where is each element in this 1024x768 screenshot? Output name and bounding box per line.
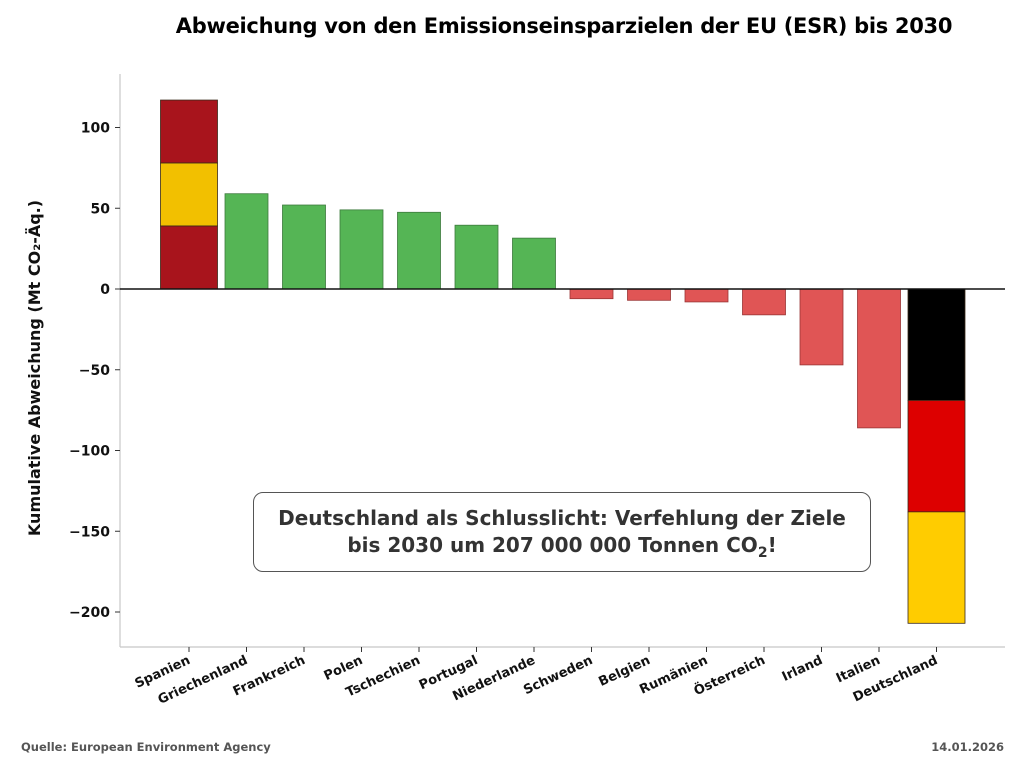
bar-deutschland-segment-3 — [907, 511, 966, 624]
bar-tschechien — [397, 211, 441, 290]
date-label: 14.01.2026 — [931, 740, 1004, 754]
source-note: Quelle: European Environment Agency — [21, 740, 271, 754]
bar-italien — [857, 288, 901, 429]
bar-österreich — [742, 288, 786, 316]
y-tick-label: 50 — [91, 201, 111, 217]
bar-frankreich — [282, 204, 326, 290]
bar-niederlande — [512, 237, 556, 290]
annotation-box: Deutschland als Schlusslicht: Verfehlung… — [253, 492, 871, 572]
y-axis-label: Kumulative Abweichung (Mt CO₂-Äq.) — [25, 200, 44, 536]
chart-title: Abweichung von den Emissionseinsparziele… — [175, 14, 953, 38]
x-tick-label: Irland — [780, 653, 825, 685]
annotation-line-1: Deutschland als Schlusslicht: Verfehlung… — [278, 506, 846, 530]
bar-spanien-segment-3 — [160, 225, 218, 290]
y-tick-label: −100 — [69, 444, 110, 460]
bar-irland — [799, 288, 844, 366]
y-tick-label: −200 — [69, 605, 110, 621]
bar-spanien-segment-1 — [160, 99, 218, 164]
annotation-line-2-text: bis 2030 um 207 000 000 Tonnen CO — [347, 533, 758, 557]
y-tick-label: 0 — [100, 282, 110, 298]
annotation-line-2: bis 2030 um 207 000 000 Tonnen CO2! — [347, 532, 777, 561]
y-tick-label: 100 — [81, 121, 110, 137]
bars-group — [160, 99, 966, 624]
bar-griechenland — [224, 193, 269, 290]
annotation-line-2-end: ! — [767, 533, 777, 557]
y-tick-label: −50 — [79, 363, 110, 379]
y-tick-label: −150 — [69, 524, 110, 540]
bar-belgien — [627, 288, 671, 301]
bar-polen — [339, 209, 384, 290]
annotation-subscript: 2 — [757, 545, 768, 561]
bar-schweden — [569, 288, 614, 300]
bar-portugal — [454, 224, 499, 290]
bar-deutschland-segment-2 — [907, 400, 966, 513]
bar-rumänien — [684, 288, 729, 303]
bar-spanien-segment-2 — [160, 162, 218, 227]
bar-deutschland-segment-1 — [907, 288, 966, 401]
